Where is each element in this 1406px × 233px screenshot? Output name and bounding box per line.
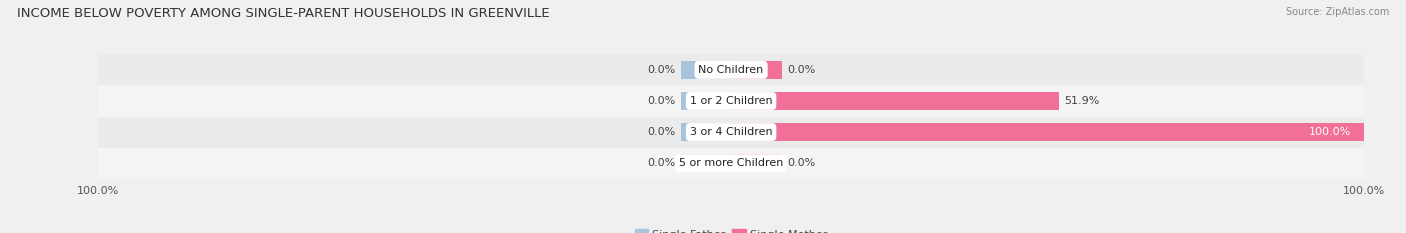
Text: 0.0%: 0.0% <box>647 96 675 106</box>
Text: 5 or more Children: 5 or more Children <box>679 158 783 168</box>
Text: 0.0%: 0.0% <box>647 127 675 137</box>
Text: Source: ZipAtlas.com: Source: ZipAtlas.com <box>1285 7 1389 17</box>
Legend: Single Father, Single Mother: Single Father, Single Mother <box>630 225 832 233</box>
Bar <box>731 123 1364 141</box>
Text: 0.0%: 0.0% <box>647 158 675 168</box>
Text: 0.0%: 0.0% <box>787 158 815 168</box>
Bar <box>731 92 1060 110</box>
Text: 0.0%: 0.0% <box>787 65 815 75</box>
Text: No Children: No Children <box>699 65 763 75</box>
Text: 51.9%: 51.9% <box>1064 96 1099 106</box>
Bar <box>681 92 731 110</box>
Bar <box>681 123 731 141</box>
Bar <box>98 116 1364 147</box>
Bar <box>681 61 731 79</box>
Text: 1 or 2 Children: 1 or 2 Children <box>690 96 772 106</box>
Text: 0.0%: 0.0% <box>647 65 675 75</box>
Bar <box>681 154 731 172</box>
Text: 3 or 4 Children: 3 or 4 Children <box>690 127 772 137</box>
Bar <box>731 154 782 172</box>
Bar <box>731 61 782 79</box>
Text: 100.0%: 100.0% <box>1309 127 1351 137</box>
Bar <box>98 54 1364 86</box>
Bar <box>98 147 1364 179</box>
Text: INCOME BELOW POVERTY AMONG SINGLE-PARENT HOUSEHOLDS IN GREENVILLE: INCOME BELOW POVERTY AMONG SINGLE-PARENT… <box>17 7 550 20</box>
Bar <box>98 86 1364 116</box>
